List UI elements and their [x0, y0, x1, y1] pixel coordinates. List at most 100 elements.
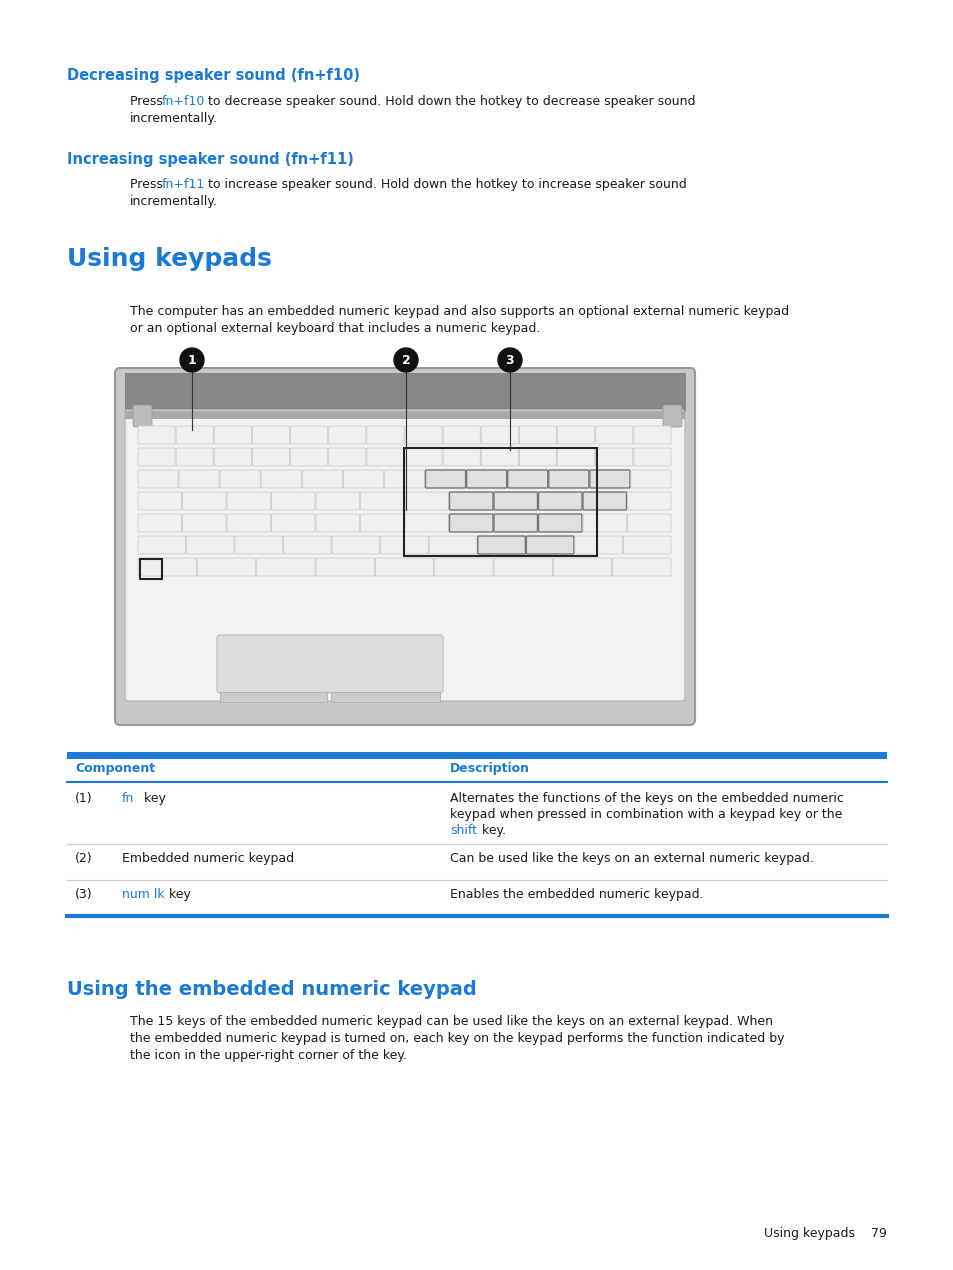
Text: shift: shift [450, 824, 476, 837]
FancyBboxPatch shape [443, 425, 479, 444]
Text: (2): (2) [75, 852, 92, 865]
FancyBboxPatch shape [494, 514, 537, 532]
Text: num lk: num lk [122, 888, 165, 900]
FancyBboxPatch shape [272, 491, 314, 511]
FancyBboxPatch shape [526, 536, 574, 554]
Text: Using keypads    79: Using keypads 79 [763, 1227, 886, 1240]
FancyBboxPatch shape [182, 491, 226, 511]
FancyBboxPatch shape [449, 491, 493, 511]
FancyBboxPatch shape [595, 425, 632, 444]
FancyBboxPatch shape [227, 514, 271, 532]
Text: The 15 keys of the embedded numeric keypad can be used like the keys on an exter: The 15 keys of the embedded numeric keyp… [130, 1015, 772, 1027]
FancyBboxPatch shape [315, 558, 374, 577]
FancyBboxPatch shape [627, 491, 670, 511]
FancyBboxPatch shape [234, 536, 282, 554]
FancyBboxPatch shape [548, 470, 588, 488]
FancyBboxPatch shape [197, 558, 255, 577]
Circle shape [497, 348, 521, 372]
Bar [220, 692, 327, 702]
FancyBboxPatch shape [553, 558, 611, 577]
FancyBboxPatch shape [494, 491, 537, 511]
FancyBboxPatch shape [261, 470, 301, 488]
FancyBboxPatch shape [283, 536, 331, 554]
Text: Description: Description [450, 762, 530, 775]
FancyBboxPatch shape [138, 491, 181, 511]
FancyBboxPatch shape [176, 448, 213, 466]
FancyBboxPatch shape [315, 491, 359, 511]
FancyBboxPatch shape [302, 470, 342, 488]
FancyBboxPatch shape [595, 448, 632, 466]
FancyBboxPatch shape [138, 536, 185, 554]
FancyBboxPatch shape [384, 470, 424, 488]
Bar [403, 448, 596, 556]
FancyBboxPatch shape [291, 448, 328, 466]
Bar [331, 692, 439, 702]
FancyBboxPatch shape [138, 470, 178, 488]
FancyBboxPatch shape [518, 425, 556, 444]
FancyBboxPatch shape [623, 536, 670, 554]
Text: Alternates the functions of the keys on the embedded numeric: Alternates the functions of the keys on … [450, 792, 843, 805]
FancyBboxPatch shape [662, 405, 681, 427]
Text: keypad when pressed in combination with a keypad key or the: keypad when pressed in combination with … [450, 808, 841, 820]
FancyBboxPatch shape [187, 536, 233, 554]
FancyBboxPatch shape [582, 491, 626, 511]
FancyBboxPatch shape [360, 491, 403, 511]
Text: or an optional external keyboard that includes a numeric keypad.: or an optional external keyboard that in… [130, 323, 539, 335]
FancyBboxPatch shape [405, 425, 441, 444]
Text: 1: 1 [188, 353, 196, 367]
FancyBboxPatch shape [443, 448, 479, 466]
FancyBboxPatch shape [332, 536, 379, 554]
Text: Embedded numeric keypad: Embedded numeric keypad [122, 852, 294, 865]
FancyBboxPatch shape [537, 514, 581, 532]
FancyBboxPatch shape [557, 425, 594, 444]
FancyBboxPatch shape [216, 635, 442, 693]
FancyBboxPatch shape [405, 491, 448, 511]
Text: the embedded numeric keypad is turned on, each key on the keypad performs the fu: the embedded numeric keypad is turned on… [130, 1033, 783, 1045]
FancyBboxPatch shape [179, 470, 219, 488]
FancyBboxPatch shape [466, 470, 506, 488]
FancyBboxPatch shape [315, 514, 359, 532]
FancyBboxPatch shape [405, 514, 448, 532]
FancyBboxPatch shape [138, 514, 181, 532]
FancyBboxPatch shape [480, 448, 517, 466]
Circle shape [180, 348, 204, 372]
Text: Enables the embedded numeric keypad.: Enables the embedded numeric keypad. [450, 888, 703, 900]
FancyBboxPatch shape [480, 425, 517, 444]
FancyBboxPatch shape [589, 470, 629, 488]
Text: Decreasing speaker sound (fn+f10): Decreasing speaker sound (fn+f10) [67, 69, 359, 83]
FancyBboxPatch shape [343, 470, 383, 488]
FancyBboxPatch shape [367, 425, 403, 444]
Text: Using the embedded numeric keypad: Using the embedded numeric keypad [67, 980, 476, 999]
FancyBboxPatch shape [227, 491, 271, 511]
Bar [140, 559, 162, 579]
FancyBboxPatch shape [633, 448, 670, 466]
Text: incrementally.: incrementally. [130, 112, 218, 124]
Text: Can be used like the keys on an external numeric keypad.: Can be used like the keys on an external… [450, 852, 813, 865]
FancyBboxPatch shape [329, 425, 365, 444]
Text: the icon in the upper-right corner of the key.: the icon in the upper-right corner of th… [130, 1049, 407, 1062]
FancyBboxPatch shape [138, 425, 175, 444]
FancyBboxPatch shape [557, 448, 594, 466]
FancyBboxPatch shape [494, 558, 552, 577]
Text: fn: fn [122, 792, 134, 805]
Text: The computer has an embedded numeric keypad and also supports an optional extern: The computer has an embedded numeric key… [130, 305, 788, 318]
FancyBboxPatch shape [425, 470, 465, 488]
Text: to increase speaker sound. Hold down the hotkey to increase speaker sound: to increase speaker sound. Hold down the… [204, 178, 686, 190]
Text: Using keypads: Using keypads [67, 246, 272, 271]
Circle shape [394, 348, 417, 372]
Text: key: key [140, 792, 166, 805]
FancyBboxPatch shape [291, 425, 328, 444]
Text: (1): (1) [75, 792, 92, 805]
Text: 3: 3 [505, 353, 514, 367]
FancyBboxPatch shape [633, 425, 670, 444]
FancyBboxPatch shape [214, 425, 252, 444]
FancyBboxPatch shape [272, 514, 314, 532]
FancyBboxPatch shape [176, 425, 213, 444]
FancyBboxPatch shape [138, 448, 175, 466]
Text: to decrease speaker sound. Hold down the hotkey to decrease speaker sound: to decrease speaker sound. Hold down the… [204, 95, 695, 108]
Text: 2: 2 [401, 353, 410, 367]
Text: Increasing speaker sound (fn+f11): Increasing speaker sound (fn+f11) [67, 152, 354, 166]
FancyBboxPatch shape [132, 405, 152, 427]
FancyBboxPatch shape [329, 448, 365, 466]
FancyBboxPatch shape [537, 491, 581, 511]
